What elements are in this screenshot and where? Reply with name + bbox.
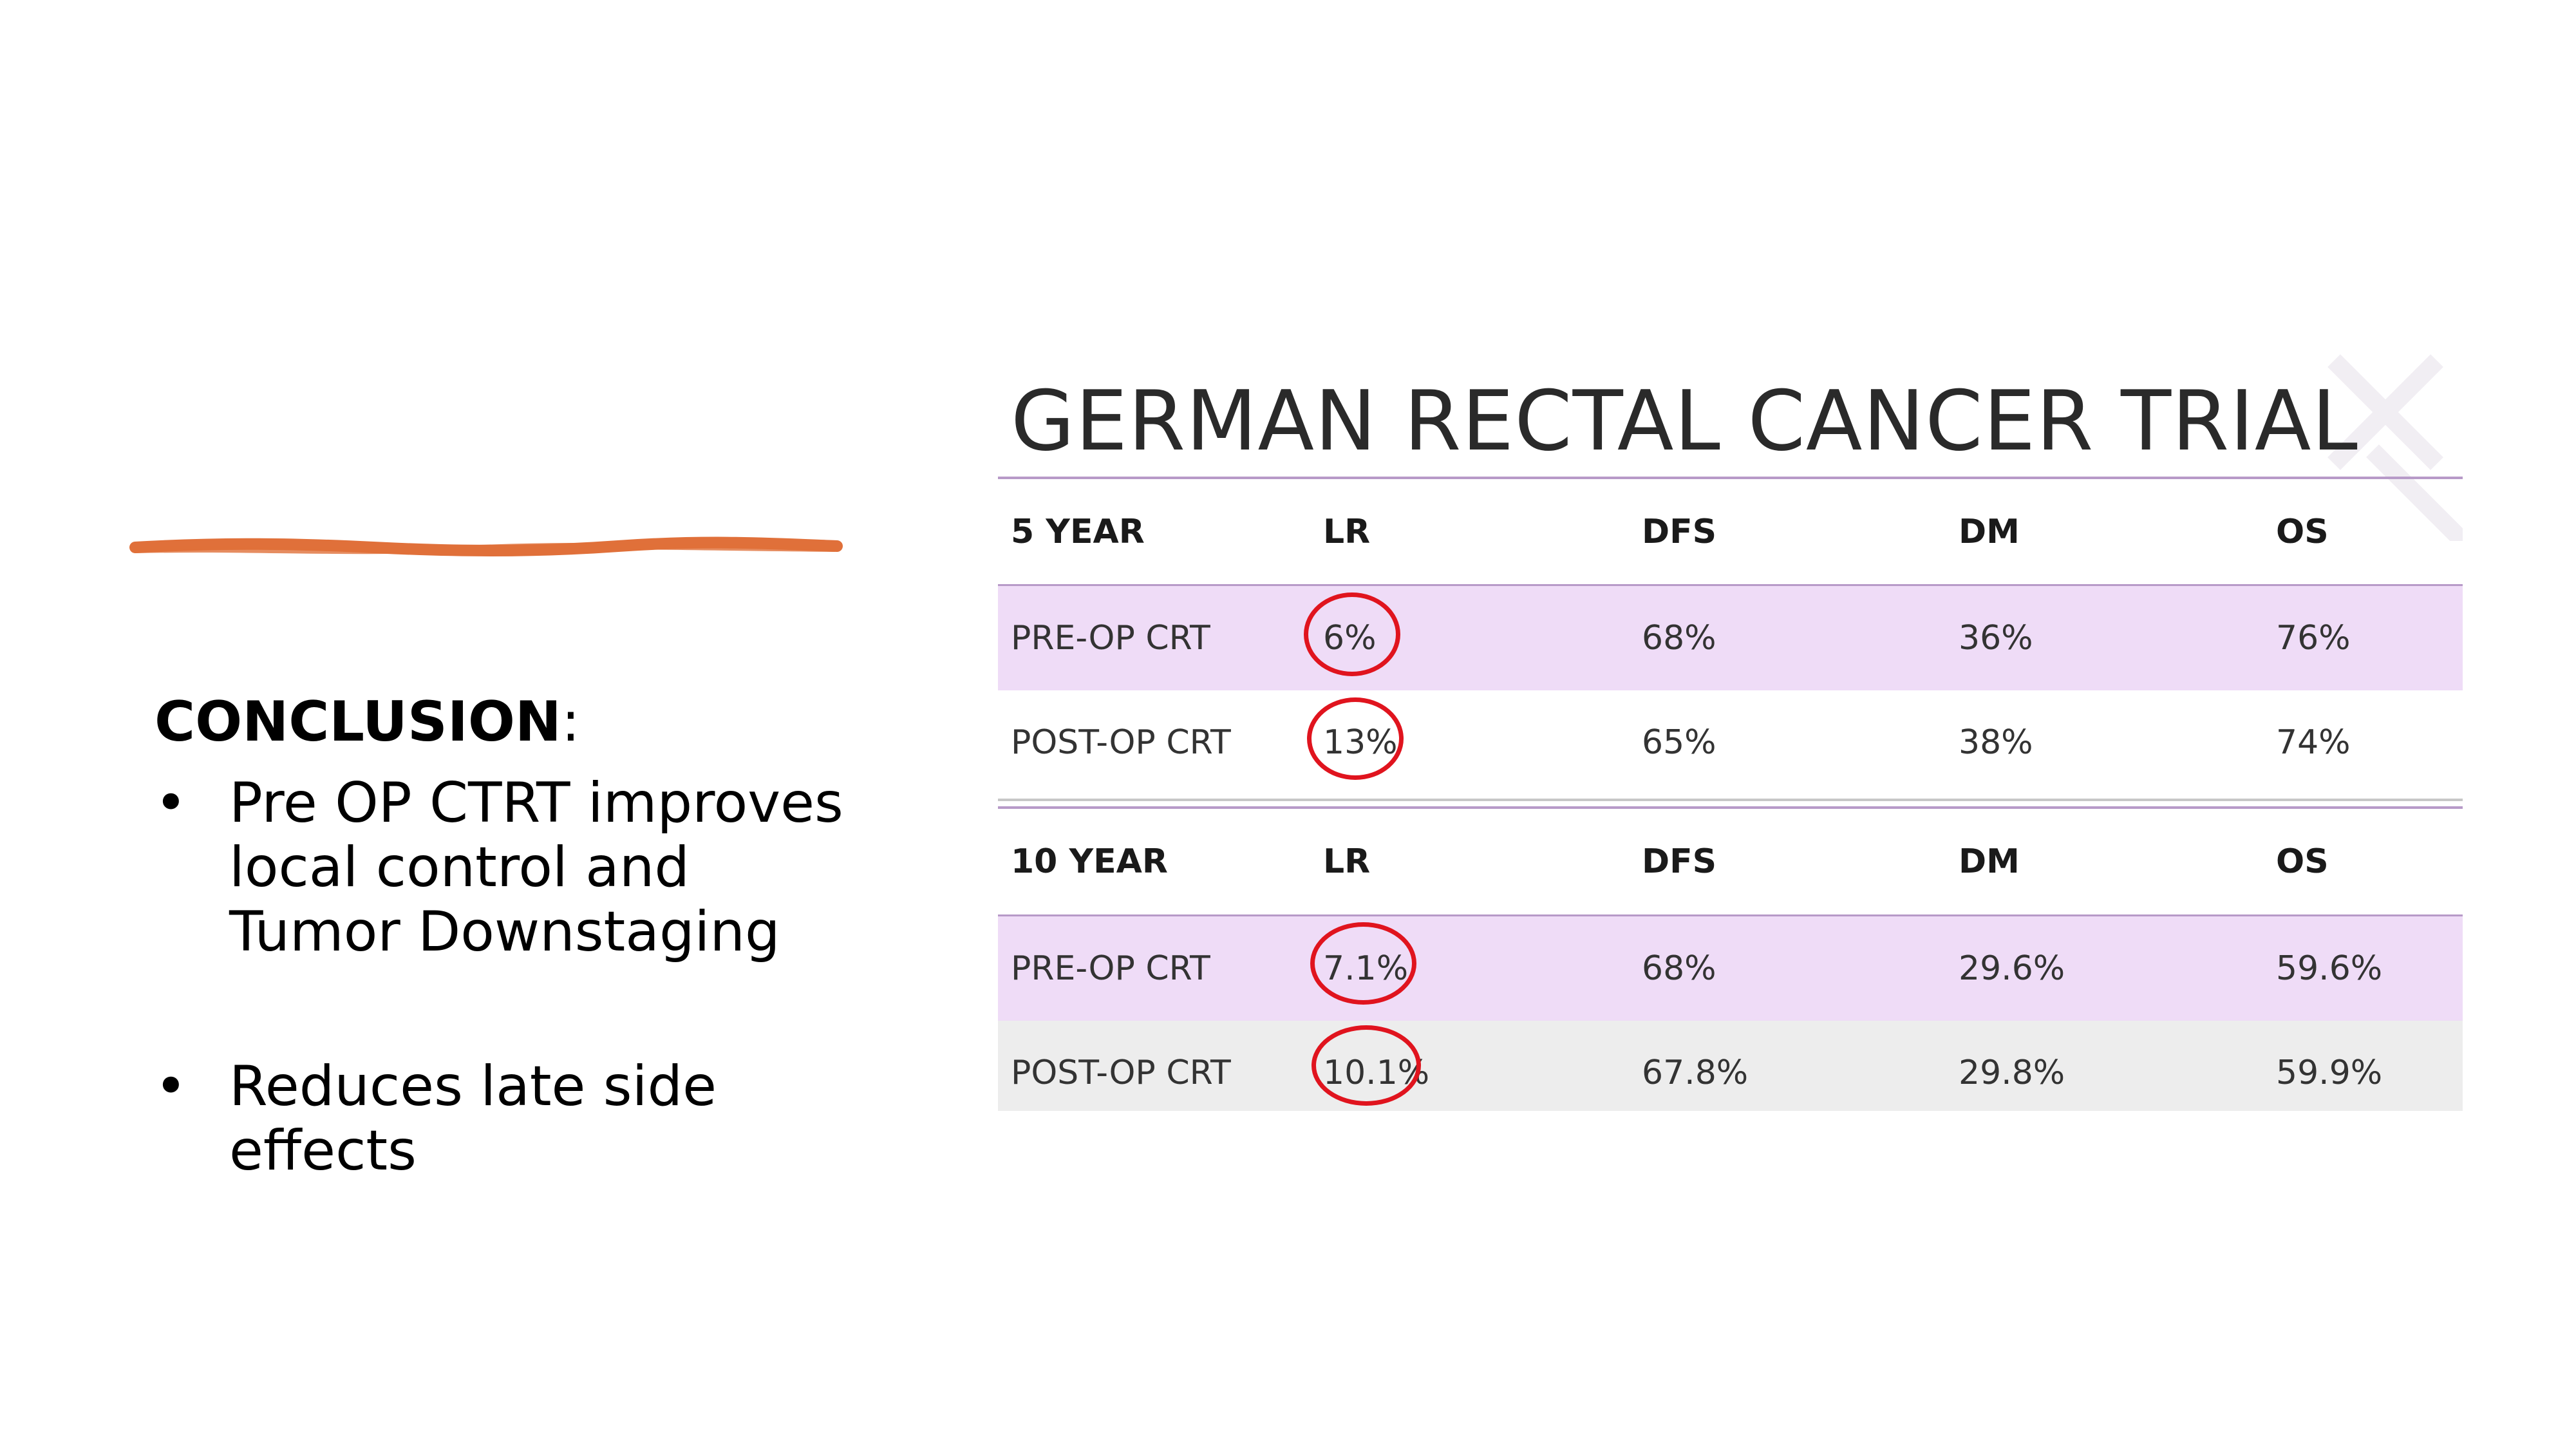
table-cell: 59.6% <box>2276 949 2383 988</box>
highlight-circle <box>1307 697 1404 780</box>
decorative-x-pattern <box>2327 354 2463 541</box>
bullet-icon: • <box>155 771 187 835</box>
conclusion-bullet: • Pre OP CTRT improves local control and… <box>155 771 843 964</box>
table-header-cell: DM <box>1959 842 2020 881</box>
table-row: PRE-OP CRT 7.1% 68% 29.6% 59.6% <box>998 916 2463 1021</box>
table-cell: 68% <box>1642 619 1716 658</box>
table-row: POST-OP CRT 13% 65% 38% 74% <box>998 690 2463 795</box>
highlight-circle <box>1310 922 1416 1005</box>
table-cell: POST-OP CRT <box>1011 723 1231 762</box>
table-cell: 65% <box>1642 723 1716 762</box>
highlight-circle <box>1312 1025 1421 1106</box>
table-header-cell: OS <box>2276 513 2329 551</box>
table-cell: 59.9% <box>2276 1054 2383 1092</box>
trial-results-image: GERMAN RECTAL CANCER TRIAL 5 YEAR LR DFS… <box>988 348 2463 1111</box>
table-header-cell: LR <box>1323 842 1371 881</box>
ten-year-header-row: 10 YEAR LR DFS DM OS <box>998 810 2463 914</box>
table-cell: 29.8% <box>1959 1054 2065 1092</box>
table-cell: 29.6% <box>1959 949 2065 988</box>
divider <box>998 914 2463 917</box>
five-year-header-row: 5 YEAR LR DFS DM OS <box>998 480 2463 584</box>
table-header-cell: DFS <box>1642 842 1717 881</box>
table-cell: PRE-OP CRT <box>1011 949 1210 988</box>
table-cell: 74% <box>2276 723 2351 762</box>
conclusion-block: CONCLUSION: • Pre OP CTRT improves local… <box>155 686 876 1183</box>
table-cell: 38% <box>1959 723 2033 762</box>
divider <box>998 584 2463 587</box>
highlight-circle <box>1304 592 1400 676</box>
table-header-cell: DM <box>1959 513 2020 551</box>
table-cell: 68% <box>1642 949 1716 988</box>
conclusion-heading: CONCLUSION: <box>155 690 580 754</box>
table-row: PRE-OP CRT 6% 68% 36% 76% <box>998 586 2463 690</box>
divider <box>998 477 2463 479</box>
table-header-cell: DFS <box>1642 513 1717 551</box>
table-cell: 76% <box>2276 619 2351 658</box>
trial-title: GERMAN RECTAL CANCER TRIAL <box>1011 374 2358 469</box>
divider <box>998 799 2463 801</box>
table-cell: 67.8% <box>1642 1054 1749 1092</box>
table-cell: POST-OP CRT <box>1011 1054 1231 1092</box>
table-header-cell: 10 YEAR <box>1011 842 1168 881</box>
conclusion-list: • Pre OP CTRT improves local control and… <box>155 771 876 1183</box>
bullet-icon: • <box>155 1054 187 1119</box>
table-header-cell: 5 YEAR <box>1011 513 1145 551</box>
table-row: POST-OP CRT 10.1% 67.8% 29.8% 59.9% <box>998 1021 2463 1111</box>
table-header-cell: OS <box>2276 842 2329 881</box>
table-cell: 36% <box>1959 619 2033 658</box>
divider <box>998 806 2463 809</box>
table-cell: PRE-OP CRT <box>1011 619 1210 658</box>
table-header-cell: LR <box>1323 513 1371 551</box>
conclusion-bullet: • Reduces late side effects <box>155 1054 717 1183</box>
accent-line <box>129 536 843 556</box>
